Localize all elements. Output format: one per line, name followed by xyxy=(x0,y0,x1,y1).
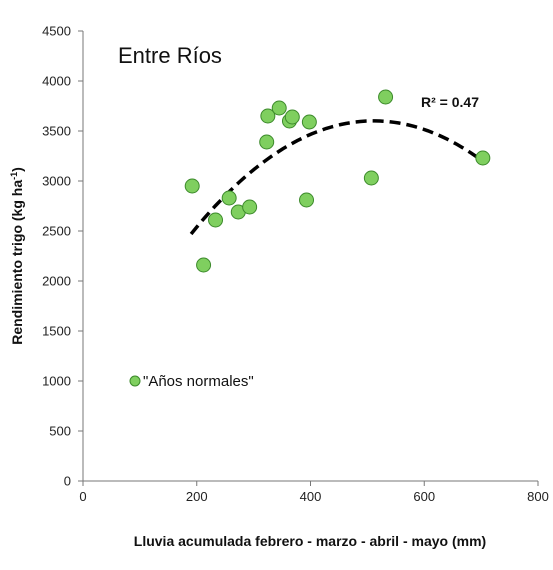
r-squared-label: R² = 0.47 xyxy=(421,94,479,110)
data-point xyxy=(221,190,237,206)
y-tick-label: 1000 xyxy=(42,374,71,389)
y-axis-title-end: ) xyxy=(9,167,25,172)
legend-marker xyxy=(129,375,141,387)
data-point xyxy=(363,170,379,186)
x-tick-label: 800 xyxy=(527,489,549,504)
tick-labels: 0 500 1000 1500 2000 2500 3000 3500 4000 4500 0 200… xyxy=(42,24,549,505)
legend-label: "Años normales" xyxy=(143,373,254,390)
data-point xyxy=(242,199,258,215)
trendline xyxy=(189,119,483,236)
data-point xyxy=(299,192,315,208)
y-tick-label: 3500 xyxy=(42,124,71,139)
data-point xyxy=(208,212,224,228)
y-tick-label: 0 xyxy=(64,474,71,489)
data-point xyxy=(196,257,212,273)
data-point xyxy=(271,100,287,116)
x-axis-title: Lluvia acumulada febrero - marzo - abril… xyxy=(134,533,486,549)
y-axis-title-superscript: -1 xyxy=(9,172,19,180)
data-point xyxy=(259,134,275,150)
x-tick-label: 0 xyxy=(79,489,86,504)
x-tick-label: 600 xyxy=(413,489,435,504)
x-tick-label: 200 xyxy=(186,489,208,504)
y-tick-label: 2000 xyxy=(42,274,71,289)
data-point xyxy=(284,109,300,125)
y-tick-label: 4000 xyxy=(42,74,71,89)
y-tick-label: 4500 xyxy=(42,24,71,39)
data-point xyxy=(378,89,394,105)
x-tick-label: 400 xyxy=(300,489,322,504)
y-axis-title-main: Rendimiento trigo (kg ha xyxy=(9,180,25,345)
y-tick-label: 3000 xyxy=(42,174,71,189)
data-points xyxy=(184,89,491,273)
axes xyxy=(78,30,539,486)
data-point xyxy=(475,150,491,166)
legend: "Años normales" xyxy=(129,373,254,390)
y-axis-title: Rendimiento trigo (kg ha-1) xyxy=(9,167,25,345)
y-tick-label: 500 xyxy=(49,424,71,439)
y-tick-label: 2500 xyxy=(42,224,71,239)
y-tick-label: 1500 xyxy=(42,324,71,339)
chart-title: Entre Ríos xyxy=(118,43,222,68)
data-point xyxy=(301,114,317,130)
data-point xyxy=(260,108,276,124)
data-point xyxy=(184,178,200,194)
